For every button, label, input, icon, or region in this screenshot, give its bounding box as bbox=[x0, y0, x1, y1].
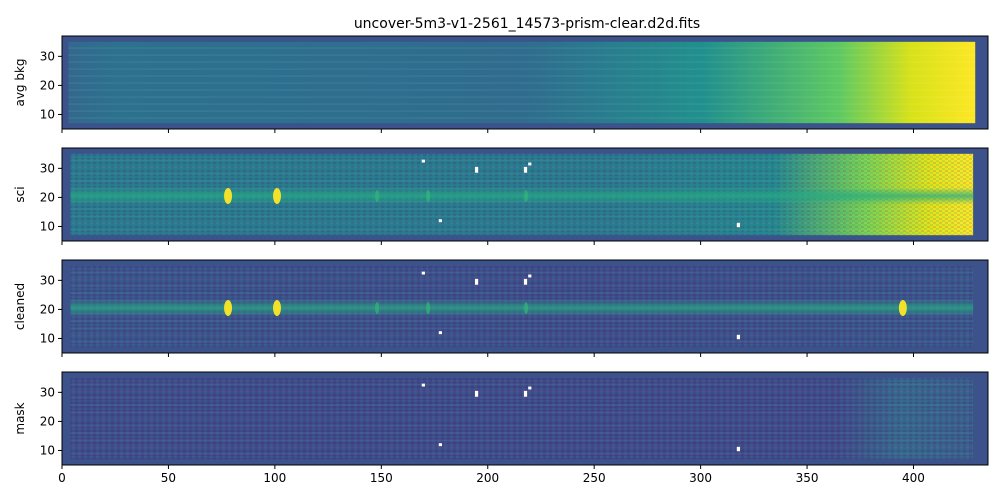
masked-pixel-2 bbox=[523, 166, 528, 173]
axes-frame bbox=[61, 147, 989, 242]
row-stripes bbox=[68, 41, 976, 124]
y-axis-label: avg bkg bbox=[13, 58, 27, 106]
y-axis-label: sci bbox=[13, 186, 27, 202]
axes-frame bbox=[61, 35, 989, 130]
y-tick-label: 30 bbox=[40, 385, 55, 399]
y-tick-label: 10 bbox=[40, 443, 55, 457]
emission-line-4 bbox=[524, 189, 529, 202]
masked-pixel-4 bbox=[438, 443, 442, 447]
panel-sci: 10 20 30 sci bbox=[13, 147, 989, 245]
emission-line-2 bbox=[375, 189, 380, 202]
masked-pixel-0 bbox=[421, 159, 425, 163]
y-axis-label: mask bbox=[13, 402, 27, 434]
emission-line-2 bbox=[375, 301, 380, 314]
y-tick-label: 30 bbox=[40, 273, 55, 287]
y-tick-label: 30 bbox=[40, 161, 55, 175]
x-tick-label: 300 bbox=[689, 471, 712, 485]
masked-pixel-3 bbox=[528, 162, 532, 166]
masked-pixel-4 bbox=[438, 331, 442, 335]
emission-line-4 bbox=[524, 301, 529, 314]
emission-line-5 bbox=[898, 299, 907, 316]
y-tick-label: 10 bbox=[40, 331, 55, 345]
emission-line-1 bbox=[273, 299, 282, 316]
masked-pixel-5 bbox=[736, 334, 741, 340]
y-tick-label: 20 bbox=[40, 302, 55, 316]
x-tick-label: 50 bbox=[161, 471, 176, 485]
masked-pixel-1 bbox=[474, 166, 479, 173]
emission-line-1 bbox=[273, 187, 282, 204]
masked-pixel-2 bbox=[523, 390, 528, 397]
y-tick-label: 20 bbox=[40, 78, 55, 92]
masked-pixel-1 bbox=[474, 278, 479, 285]
figure-title: uncover-5m3-v1-2561_14573-prism-clear.d2… bbox=[354, 16, 700, 32]
y-axis-label: cleaned bbox=[13, 283, 27, 330]
masked-pixel-0 bbox=[421, 271, 425, 275]
y-tick-label: 20 bbox=[40, 190, 55, 204]
masked-pixel-2 bbox=[523, 278, 528, 285]
x-tick-label: 350 bbox=[796, 471, 819, 485]
masked-pixel-3 bbox=[528, 274, 532, 278]
x-tick-label: 250 bbox=[583, 471, 606, 485]
masked-pixel-4 bbox=[438, 219, 442, 223]
axes-frame bbox=[61, 371, 989, 466]
masked-pixel-3 bbox=[528, 386, 532, 390]
x-tick-label: 150 bbox=[370, 471, 393, 485]
masked-pixel-1 bbox=[474, 390, 479, 397]
y-tick-label: 10 bbox=[40, 107, 55, 121]
pixel-noise bbox=[70, 377, 974, 460]
emission-line-0 bbox=[224, 299, 233, 316]
x-tick-label: 100 bbox=[263, 471, 286, 485]
panels: 10 20 30 avg bkg 10 20 30 sci 10 20 30 cleaned 10 20 3… bbox=[13, 35, 989, 485]
x-tick-label: 400 bbox=[902, 471, 925, 485]
y-tick-label: 20 bbox=[40, 414, 55, 428]
masked-pixel-5 bbox=[736, 222, 741, 228]
y-tick-label: 30 bbox=[40, 49, 55, 63]
panel-avg-bkg: 10 20 30 avg bkg bbox=[13, 35, 989, 133]
spectral-trace bbox=[70, 187, 974, 205]
y-tick-label: 10 bbox=[40, 219, 55, 233]
panel-cleaned: 10 20 30 cleaned bbox=[13, 259, 989, 357]
masked-pixel-5 bbox=[736, 446, 741, 452]
emission-line-3 bbox=[426, 301, 431, 314]
x-tick-label: 200 bbox=[476, 471, 499, 485]
masked-pixel-0 bbox=[421, 383, 425, 387]
emission-line-0 bbox=[224, 187, 233, 204]
emission-line-3 bbox=[426, 189, 431, 202]
x-tick-label: 0 bbox=[58, 471, 66, 485]
spectral-trace bbox=[70, 299, 974, 317]
axes-frame bbox=[61, 259, 989, 354]
